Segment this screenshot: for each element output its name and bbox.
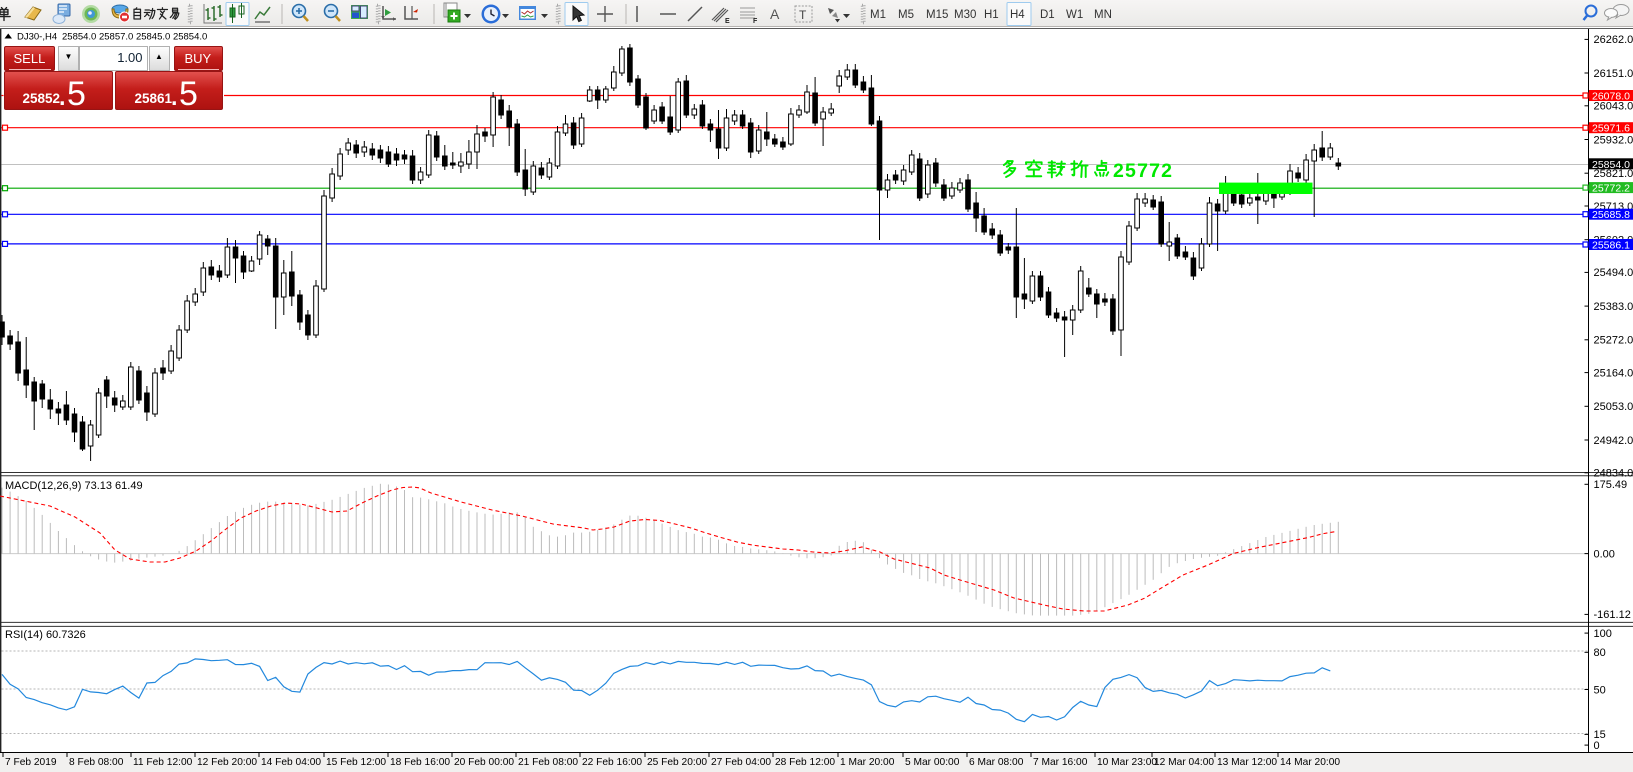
svg-text:10 Mar 23:00: 10 Mar 23:00: [1097, 757, 1157, 768]
svg-text:1 Mar 20:00: 1 Mar 20:00: [840, 757, 895, 768]
svg-text:7 Mar 16:00: 7 Mar 16:00: [1033, 757, 1088, 768]
svg-text:25772.2: 25772.2: [1592, 183, 1630, 195]
svg-text:25 Feb 20:00: 25 Feb 20:00: [647, 757, 707, 768]
svg-text:D1: D1: [1040, 9, 1055, 21]
svg-text:21 Feb 08:00: 21 Feb 08:00: [518, 757, 578, 768]
svg-text:25932.0: 25932.0: [1594, 134, 1633, 146]
svg-text:8 Feb 08:00: 8 Feb 08:00: [69, 757, 124, 768]
svg-text:M30: M30: [954, 9, 976, 21]
svg-text:26078.0: 26078.0: [1592, 91, 1630, 103]
svg-text:50: 50: [1594, 684, 1606, 696]
svg-text:H1: H1: [984, 9, 999, 21]
svg-text:25772: 25772: [1113, 160, 1173, 182]
svg-text:13 Mar 12:00: 13 Mar 12:00: [1217, 757, 1277, 768]
svg-text:6 Mar 08:00: 6 Mar 08:00: [969, 757, 1024, 768]
svg-text:7 Feb 2019: 7 Feb 2019: [5, 757, 57, 768]
svg-text:25854.0: 25854.0: [1592, 159, 1630, 171]
svg-text:24834.0: 24834.0: [1594, 468, 1633, 480]
svg-text:25494.0: 25494.0: [1594, 267, 1633, 279]
svg-text:24942.0: 24942.0: [1594, 435, 1633, 447]
svg-text:14 Mar 20:00: 14 Mar 20:00: [1280, 757, 1340, 768]
svg-text:RSI(14) 60.7326: RSI(14) 60.7326: [5, 629, 86, 641]
svg-text:0.00: 0.00: [1594, 548, 1615, 560]
svg-text:DJ30-,H4: DJ30-,H4: [17, 32, 57, 43]
svg-text:25383.0: 25383.0: [1594, 301, 1633, 313]
svg-text:26151.0: 26151.0: [1594, 68, 1633, 80]
svg-text:22 Feb 16:00: 22 Feb 16:00: [582, 757, 642, 768]
svg-text:12 Feb 20:00: 12 Feb 20:00: [197, 757, 257, 768]
svg-text:80: 80: [1594, 647, 1606, 659]
svg-text:26043.0: 26043.0: [1594, 101, 1633, 113]
svg-text:M15: M15: [926, 9, 948, 21]
svg-text:T: T: [799, 8, 807, 22]
svg-text:M1: M1: [870, 9, 886, 21]
svg-text:11 Feb 12:00: 11 Feb 12:00: [133, 757, 193, 768]
svg-text:0: 0: [1594, 740, 1600, 752]
svg-text:12 Mar 04:00: 12 Mar 04:00: [1154, 757, 1214, 768]
svg-text:M5: M5: [898, 9, 914, 21]
svg-text:E: E: [725, 18, 730, 25]
svg-text:25586.1: 25586.1: [1592, 240, 1630, 252]
svg-text:20 Feb 00:00: 20 Feb 00:00: [454, 757, 514, 768]
svg-text:100: 100: [1594, 628, 1612, 640]
svg-text:175.49: 175.49: [1594, 479, 1628, 491]
svg-text:-161.12: -161.12: [1594, 609, 1631, 621]
svg-text:15 Feb 12:00: 15 Feb 12:00: [326, 757, 386, 768]
svg-text:25685.8: 25685.8: [1592, 209, 1630, 221]
svg-text:27 Feb 04:00: 27 Feb 04:00: [711, 757, 771, 768]
svg-text:25971.6: 25971.6: [1592, 123, 1630, 135]
svg-text:MACD(12,26,9) 73.13 61.49: MACD(12,26,9) 73.13 61.49: [5, 480, 143, 492]
svg-text:26262.0: 26262.0: [1594, 34, 1633, 46]
svg-text:5 Mar 00:00: 5 Mar 00:00: [905, 757, 960, 768]
svg-text:25821.0: 25821.0: [1594, 168, 1633, 180]
svg-text:15: 15: [1594, 729, 1606, 741]
svg-text:25854.0 25857.0 25845.0 25854.: 25854.0 25857.0 25845.0 25854.0: [62, 32, 207, 43]
svg-text:25164.0: 25164.0: [1594, 367, 1633, 379]
svg-text:MN: MN: [1094, 9, 1112, 21]
svg-text:H4: H4: [1010, 9, 1025, 21]
svg-text:28 Feb 12:00: 28 Feb 12:00: [775, 757, 835, 768]
svg-text:F: F: [753, 18, 758, 25]
svg-text:25053.0: 25053.0: [1594, 401, 1633, 413]
svg-text:W1: W1: [1066, 9, 1083, 21]
svg-text:18 Feb 16:00: 18 Feb 16:00: [390, 757, 450, 768]
svg-text:14 Feb 04:00: 14 Feb 04:00: [261, 757, 321, 768]
svg-text:25272.0: 25272.0: [1594, 335, 1633, 347]
svg-text:A: A: [770, 6, 780, 22]
